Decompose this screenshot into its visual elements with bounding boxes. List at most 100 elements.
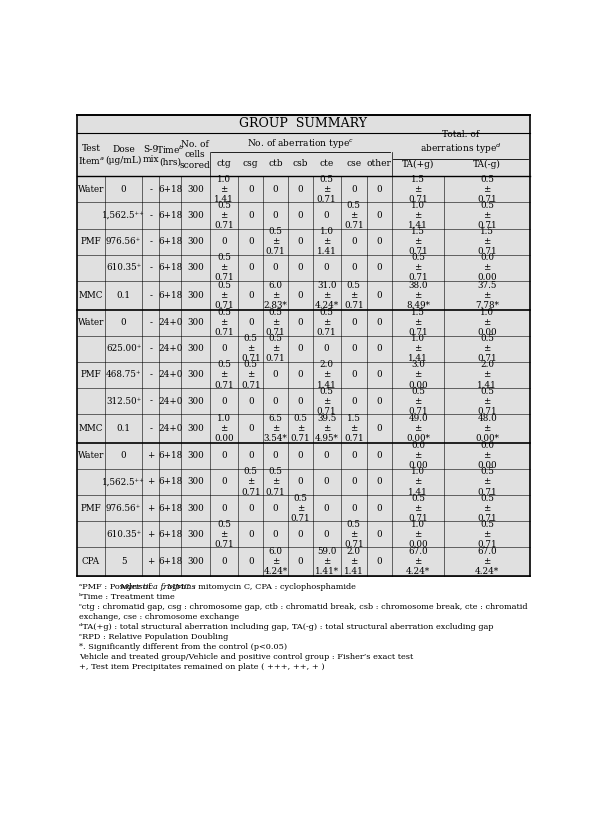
Text: 1.0
±
1.41: 1.0 ± 1.41: [408, 334, 428, 364]
Text: , MMC : mitomycin C, CPA : cyclophosphamide: , MMC : mitomycin C, CPA : cyclophospham…: [162, 583, 356, 591]
Text: 468.75⁺: 468.75⁺: [106, 370, 141, 379]
Text: 0.0
±
0.00: 0.0 ± 0.00: [477, 441, 497, 470]
Text: 0.5
±
0.71: 0.5 ± 0.71: [266, 467, 285, 497]
Text: 0: 0: [121, 318, 127, 327]
Text: PMF: PMF: [81, 370, 101, 379]
Text: 0: 0: [298, 478, 303, 487]
Text: 300: 300: [187, 530, 204, 539]
Text: 300: 300: [187, 318, 204, 327]
Text: 312.50⁺: 312.50⁺: [106, 397, 141, 406]
Text: 0: 0: [248, 397, 253, 406]
Text: 0.5
±
0.71: 0.5 ± 0.71: [214, 201, 234, 230]
Text: 300: 300: [187, 344, 204, 353]
Text: 0: 0: [377, 237, 382, 246]
Text: 0.5
±
0.71: 0.5 ± 0.71: [408, 387, 428, 415]
Text: 0: 0: [248, 211, 253, 220]
Text: 0: 0: [351, 397, 356, 406]
Text: 0: 0: [351, 452, 356, 461]
Text: 0: 0: [121, 185, 127, 194]
Text: TA(+g): TA(+g): [402, 159, 435, 168]
Text: 0.5
±
0.71: 0.5 ± 0.71: [241, 334, 260, 364]
Text: 0.5
±
0.71: 0.5 ± 0.71: [241, 467, 260, 497]
Text: 0.5
±
0.71: 0.5 ± 0.71: [477, 493, 497, 523]
Text: 0: 0: [377, 397, 382, 406]
Text: 0.5
±
0.71: 0.5 ± 0.71: [344, 281, 363, 310]
Text: 1.5
±
0.71: 1.5 ± 0.71: [408, 308, 428, 337]
Text: 0.1: 0.1: [117, 291, 131, 300]
Text: +: +: [147, 503, 155, 512]
Text: ᵉRPD : Relative Population Doubling: ᵉRPD : Relative Population Doubling: [79, 633, 228, 641]
Text: 0.5
±
0.71: 0.5 ± 0.71: [266, 308, 285, 337]
Text: 0.5
±
0.71: 0.5 ± 0.71: [408, 493, 428, 523]
Text: 0: 0: [298, 557, 303, 566]
Bar: [77, 115, 530, 576]
Text: 300: 300: [187, 291, 204, 300]
Text: 976.56⁺: 976.56⁺: [106, 503, 141, 512]
Text: 0: 0: [298, 291, 303, 300]
Text: 0.5
±
0.71: 0.5 ± 0.71: [214, 308, 234, 337]
Text: +: +: [147, 478, 155, 487]
Text: 0: 0: [324, 344, 330, 353]
Text: +, Test item Precipitates remained on plate ( +++, ++, + ): +, Test item Precipitates remained on pl…: [79, 663, 324, 671]
Text: -: -: [149, 424, 152, 433]
Text: 0: 0: [248, 264, 253, 273]
Text: 0: 0: [377, 211, 382, 220]
Text: 24+0: 24+0: [158, 424, 182, 433]
Text: 1.5
±
0.71: 1.5 ± 0.71: [408, 227, 428, 256]
Text: 6.0
±
2.83*: 6.0 ± 2.83*: [263, 281, 287, 310]
Text: -: -: [149, 318, 152, 327]
Text: 0.5
±
0.71: 0.5 ± 0.71: [344, 201, 363, 230]
Text: 6+18: 6+18: [158, 237, 182, 246]
Text: cse: cse: [346, 159, 361, 168]
Text: 0: 0: [221, 503, 227, 512]
Text: -: -: [149, 370, 152, 379]
Text: 0.5
±
0.71: 0.5 ± 0.71: [317, 308, 336, 337]
Text: Dose
(μg/mL): Dose (μg/mL): [105, 145, 142, 164]
Text: 610.35⁺: 610.35⁺: [106, 264, 141, 273]
Text: 0: 0: [298, 185, 303, 194]
Text: -: -: [149, 185, 152, 194]
Text: GROUP  SUMMARY: GROUP SUMMARY: [239, 117, 368, 131]
Text: ᵇTime : Treatment time: ᵇTime : Treatment time: [79, 593, 175, 601]
Text: 38.0
±
8.49*: 38.0 ± 8.49*: [406, 281, 430, 310]
Text: 0.5
±
0.71: 0.5 ± 0.71: [291, 414, 310, 443]
Text: 0: 0: [248, 503, 253, 512]
Text: 0: 0: [248, 530, 253, 539]
Text: other: other: [367, 159, 392, 168]
Text: 24+0: 24+0: [158, 370, 182, 379]
Text: 625.00⁺: 625.00⁺: [106, 344, 141, 353]
Text: 1.0
±
1.41: 1.0 ± 1.41: [408, 201, 428, 230]
Text: Test
Item$^a$: Test Item$^a$: [78, 144, 104, 166]
Text: ctg: ctg: [217, 159, 231, 168]
Text: 0: 0: [377, 557, 382, 566]
Text: 5: 5: [121, 557, 126, 566]
Text: 0: 0: [351, 264, 356, 273]
Text: 6+18: 6+18: [158, 530, 182, 539]
Text: 3.0
±
0.00: 3.0 ± 0.00: [408, 360, 428, 389]
Text: 6+18: 6+18: [158, 211, 182, 220]
Text: 0.5
±
0.71: 0.5 ± 0.71: [408, 254, 428, 282]
Text: PMF: PMF: [81, 503, 101, 512]
Text: 0.5
±
0.71: 0.5 ± 0.71: [477, 467, 497, 497]
Text: csg: csg: [243, 159, 259, 168]
Text: 6+18: 6+18: [158, 452, 182, 461]
Text: 300: 300: [187, 557, 204, 566]
Text: Total. of
aberrations type$^d$: Total. of aberrations type$^d$: [420, 131, 501, 156]
Text: 24+0: 24+0: [158, 397, 182, 406]
Text: 0: 0: [221, 452, 227, 461]
Text: 300: 300: [187, 397, 204, 406]
Text: 0: 0: [298, 237, 303, 246]
Text: 1.5
±
0.71: 1.5 ± 0.71: [344, 414, 363, 443]
Text: 0: 0: [324, 264, 330, 273]
Text: 976.56⁺: 976.56⁺: [106, 237, 141, 246]
Text: 1.0
±
0.00: 1.0 ± 0.00: [214, 414, 234, 443]
Text: -: -: [149, 397, 152, 406]
Text: 0: 0: [298, 264, 303, 273]
Text: 0: 0: [351, 370, 356, 379]
Text: 0: 0: [377, 503, 382, 512]
Text: 0: 0: [248, 185, 253, 194]
Text: 300: 300: [187, 478, 204, 487]
Text: 0: 0: [248, 291, 253, 300]
Text: 0.5
±
0.71: 0.5 ± 0.71: [291, 493, 310, 523]
Text: 0.5
±
0.71: 0.5 ± 0.71: [477, 201, 497, 230]
